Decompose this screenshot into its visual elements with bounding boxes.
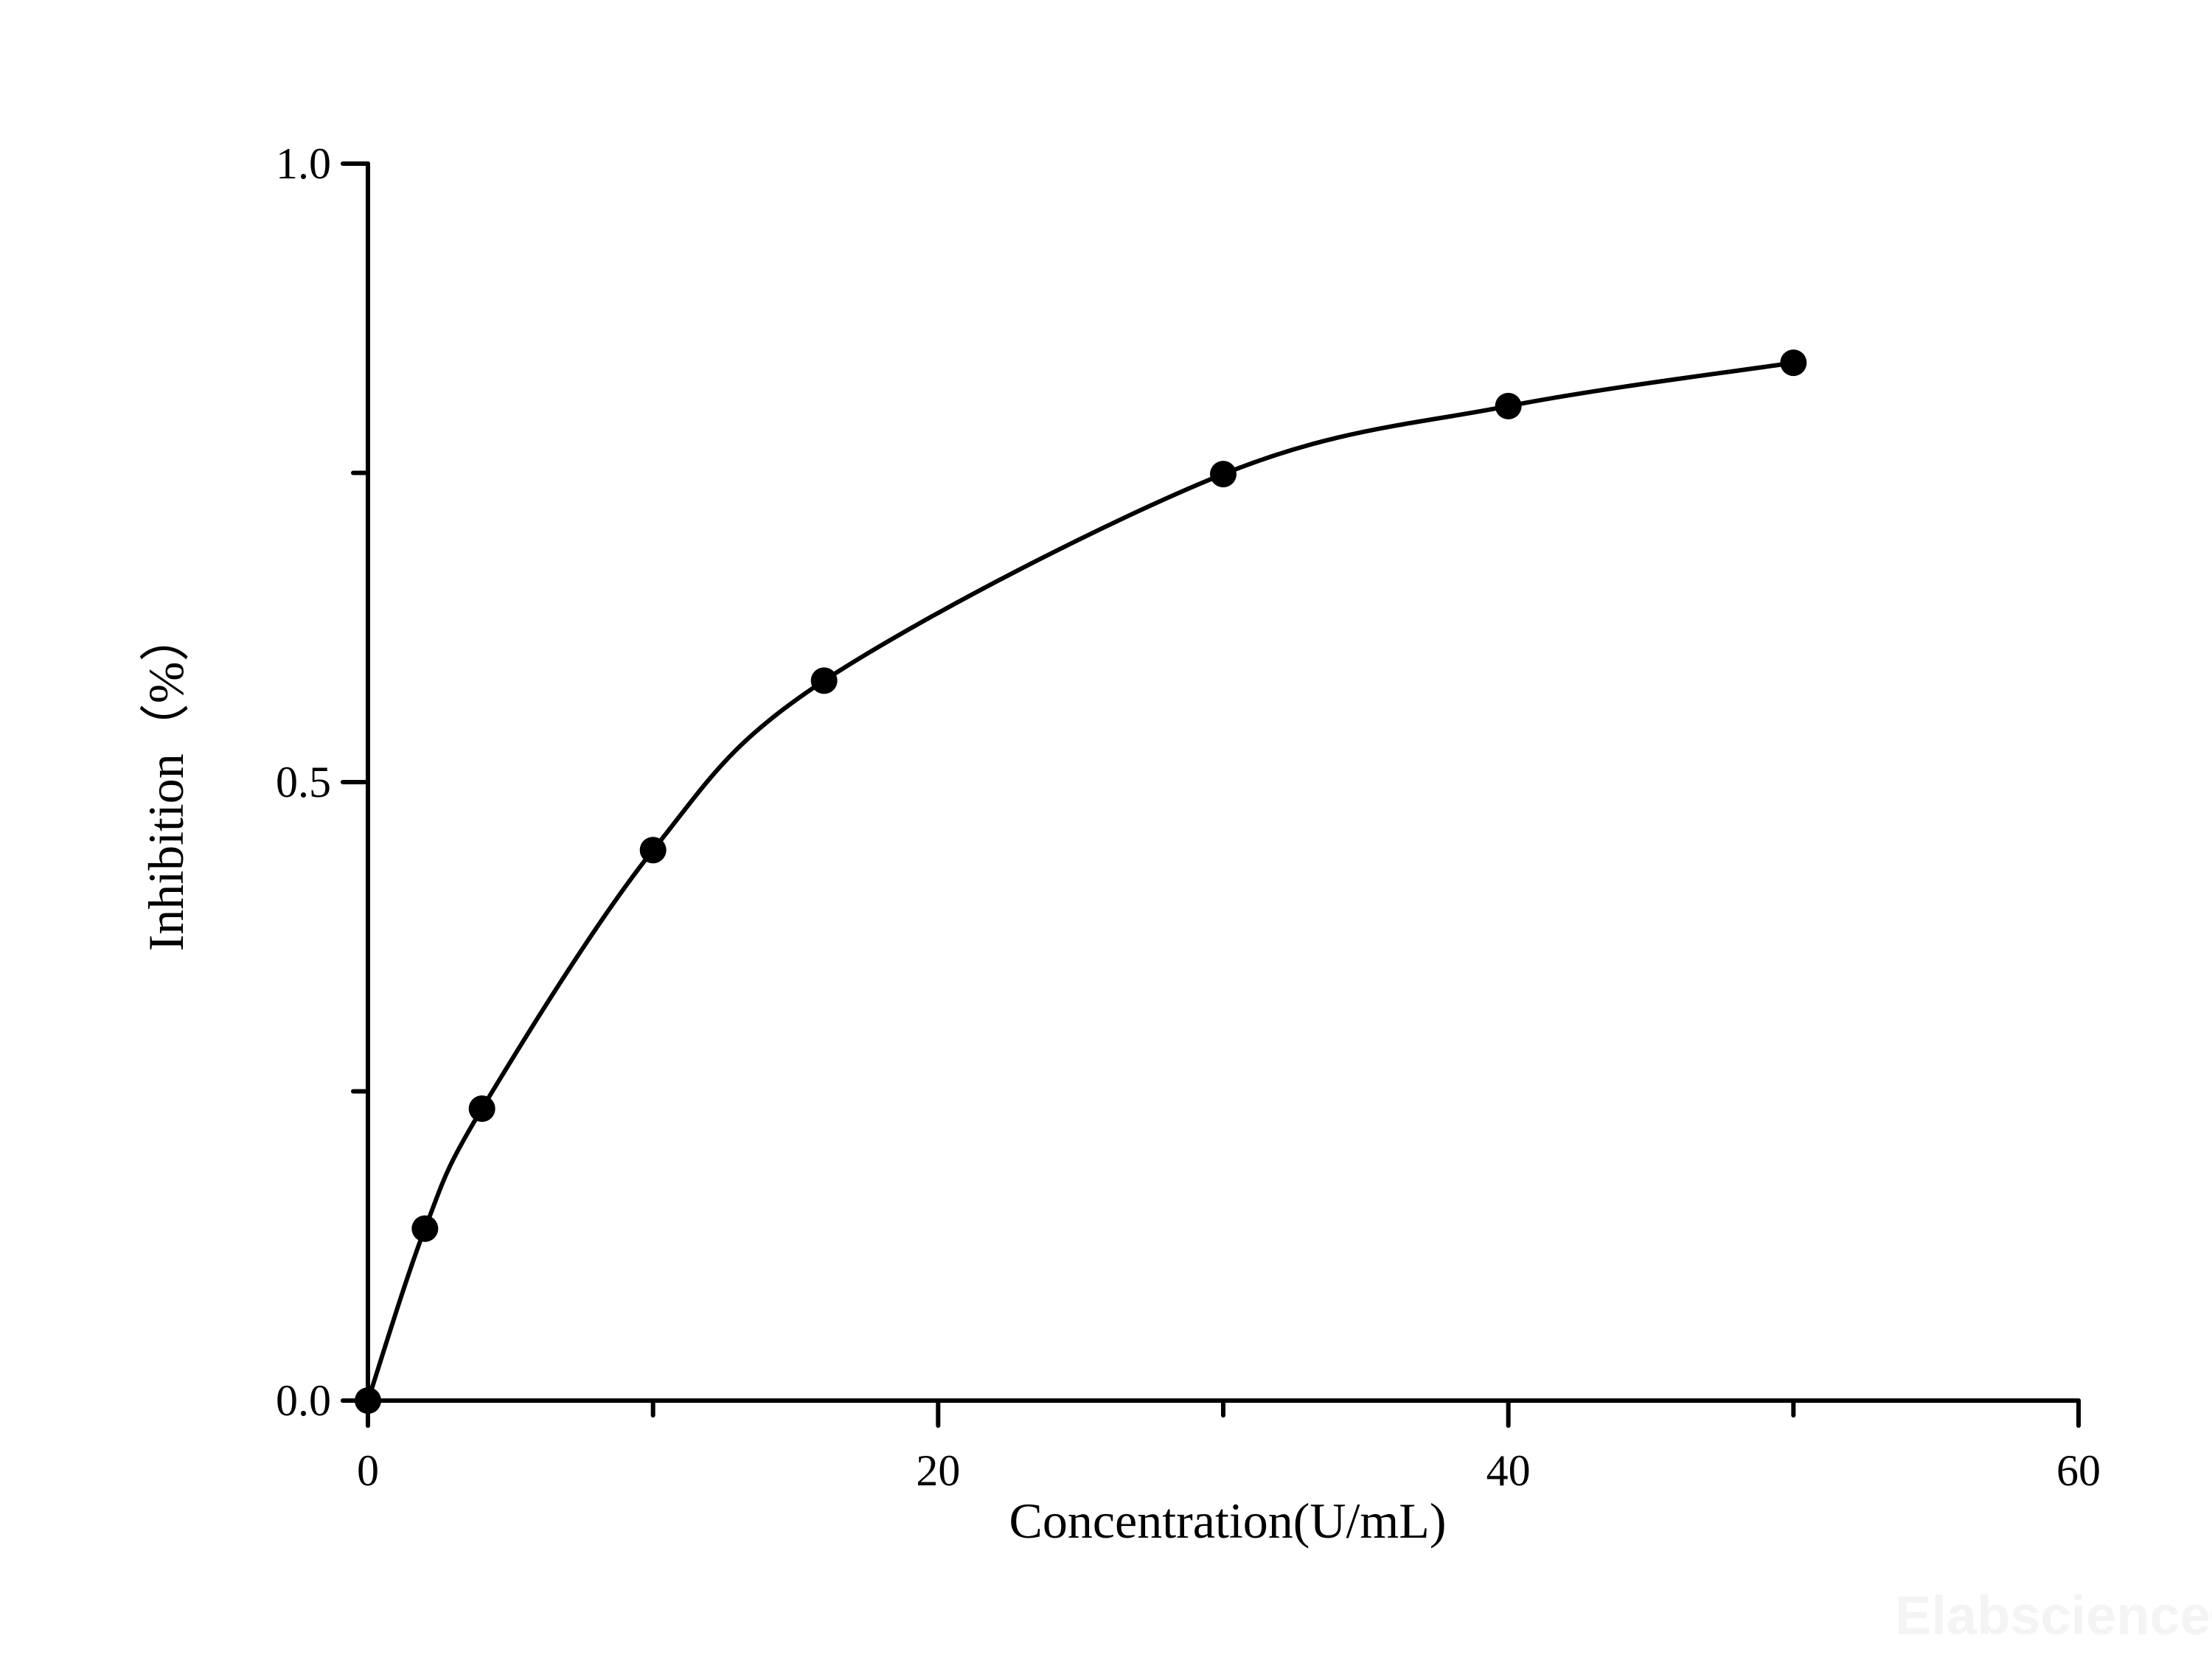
y-tick-label: 0.0	[276, 1376, 331, 1425]
data-point	[1780, 349, 1807, 377]
data-point	[1210, 461, 1237, 488]
y-tick-label: 0.5	[276, 758, 331, 806]
data-points	[355, 349, 1807, 1414]
x-tick-label: 40	[1486, 1446, 1531, 1495]
data-point	[810, 667, 838, 694]
x-tick-label: 0	[357, 1446, 379, 1495]
x-tick-label: 20	[916, 1446, 960, 1495]
watermark: Elabscience®	[1895, 1585, 2212, 1646]
data-point	[468, 1095, 495, 1122]
x-tick-label: 60	[2056, 1446, 2101, 1495]
data-point	[1495, 392, 1522, 419]
y-axis-title: Inhibition（%）	[138, 612, 194, 952]
data-point	[355, 1387, 381, 1414]
x-axis-title: Concentration(U/mL)	[1009, 1493, 1447, 1549]
data-point	[639, 837, 667, 864]
fit-curve-group	[366, 360, 1794, 1401]
data-point	[411, 1215, 439, 1242]
y-tick-label: 1.0	[276, 139, 331, 188]
axes: 0 20 40 60 0.0 0.5 1.0	[276, 139, 2101, 1495]
fit-curve	[366, 360, 1794, 1401]
